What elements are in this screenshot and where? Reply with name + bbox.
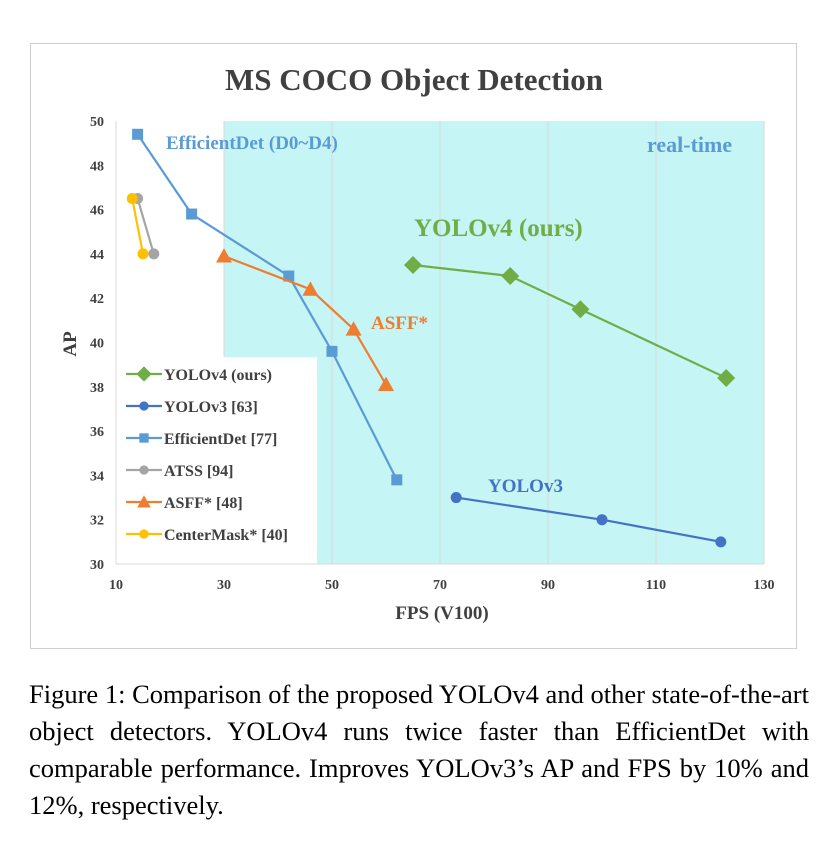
point-efficientdet-77-0: [132, 128, 144, 140]
legend-layer: YOLOv4 (ours) YOLOv3 [63] EfficientDet [77…: [126, 366, 288, 544]
point-yolov3-63-0: [450, 492, 462, 504]
x-tick-label-1: 30: [217, 578, 231, 593]
annotation-efficientdet: EfficientDet (D0~D4): [166, 133, 338, 154]
y-tick-label-0: 30: [90, 558, 104, 573]
figure-caption: Figure 1: Comparison of the proposed YOL…: [29, 679, 809, 820]
axis-layer: 10 30 50 70 90 110 130 30 32 34 36 38 40 42 44 46 48 50: [90, 115, 775, 593]
annotation-asff: ASFF*: [371, 313, 428, 334]
y-tick-label-6: 42: [90, 292, 104, 307]
x-tick-label-4: 90: [541, 578, 555, 593]
point-yolov4-ours-3: [717, 368, 736, 387]
point-yolov3-63-2: [715, 536, 727, 548]
legend-marker-yolov3-63: [139, 401, 149, 411]
point-asff-48-1: [302, 281, 319, 296]
point-yolov4-ours-0: [404, 255, 422, 274]
legend-box: [123, 357, 317, 564]
legend-label-centermask-40: CenterMask* [40]: [164, 527, 288, 544]
legend-marker-atss-94: [139, 465, 149, 475]
y-tick-label-1: 32: [90, 514, 104, 529]
point-efficientdet-77-1: [186, 208, 198, 220]
x-tick-label-6: 130: [754, 578, 775, 593]
legend-label-asff-48: ASFF* [48]: [164, 495, 243, 512]
y-axis-label: AP: [60, 331, 81, 357]
point-yolov3-63-1: [596, 514, 608, 526]
annotation-real-time: real-time: [647, 132, 732, 157]
legend-marker-asff-48: [137, 495, 151, 508]
point-asff-48-0: [216, 248, 232, 263]
legend-label-atss-94: ATSS [94]: [164, 463, 234, 480]
point-atss-94-1: [148, 248, 160, 260]
grid-layer: [115, 121, 765, 564]
y-tick-label-3: 36: [90, 425, 104, 440]
x-tick-label-2: 50: [325, 578, 339, 593]
x-tick-label-0: 10: [109, 578, 123, 593]
y-tick-label-9: 48: [90, 159, 104, 174]
point-centermask-40-0: [126, 193, 138, 205]
y-tick-label-10: 50: [90, 115, 104, 130]
chart-frame: 10 30 50 70 90 110 130 30 32 34 36 38 40 42 44 46 48 50 Y…: [30, 43, 797, 649]
y-tick-label-2: 34: [90, 469, 104, 484]
point-efficientdet-77-4: [391, 474, 403, 486]
point-efficientdet-77-3: [326, 345, 338, 357]
point-yolov4-ours-2: [571, 300, 590, 319]
point-efficientdet-77-2: [283, 270, 295, 282]
series-line-yolov4-ours: [412, 263, 727, 379]
series-line-asff-48: [223, 255, 387, 386]
point-yolov4-ours-1: [501, 267, 520, 286]
y-tick-label-7: 44: [90, 248, 104, 263]
point-centermask-40-1: [137, 248, 149, 260]
legend-background-layer: [123, 357, 317, 564]
legend-label-efficientdet-77: EfficientDet [77]: [164, 431, 277, 448]
point-asff-48-3: [378, 376, 394, 391]
annotation-yolov3: YOLOv3: [488, 476, 563, 497]
legend-label-yolov4-ours: YOLOv4 (ours): [164, 367, 272, 384]
legend-marker-yolov4-ours: [136, 366, 152, 382]
chart-title: MS COCO Object Detection: [225, 62, 603, 97]
legend-label-yolov3-63: YOLOv3 [63]: [164, 399, 258, 416]
point-asff-48-2: [345, 321, 362, 336]
chart: 10 30 50 70 90 110 130 30 32 34 36 38 40 42 44 46 48 50 Y…: [60, 62, 775, 624]
series-line-atss-94: [136, 198, 155, 255]
legend-marker-centermask-40: [139, 529, 149, 539]
y-tick-label-5: 40: [90, 337, 104, 352]
y-tick-label-4: 38: [90, 381, 104, 396]
series-line-centermask-40: [131, 198, 145, 255]
x-tick-label-3: 70: [433, 578, 447, 593]
annotation-layer: MS COCO Object Detection FPS (V100) AP E…: [60, 62, 732, 624]
x-axis-label: FPS (V100): [395, 603, 488, 624]
series-layer: [126, 128, 736, 548]
legend-marker-efficientdet-77: [139, 433, 149, 443]
annotation-yolov4: YOLOv4 (ours): [414, 215, 583, 242]
x-tick-label-5: 110: [646, 578, 666, 593]
y-tick-label-8: 46: [90, 204, 104, 219]
